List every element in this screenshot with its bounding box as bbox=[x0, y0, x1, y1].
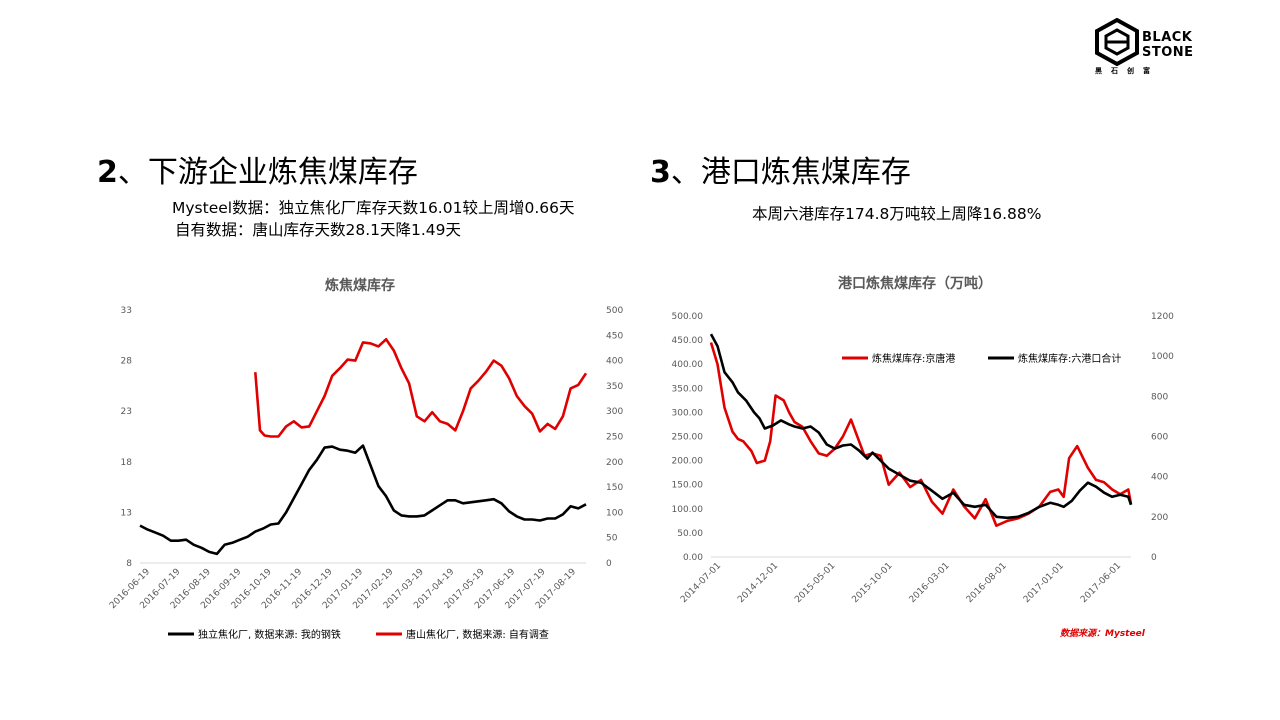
chart1-right-tick-label: 100 bbox=[606, 508, 623, 518]
chart1-left-tick-label: 8 bbox=[126, 559, 132, 569]
chart2-right-tick-label: 1200 bbox=[1151, 312, 1174, 322]
chart2-x-tick-label: 2016-08-01 bbox=[965, 561, 1009, 605]
chart2-left-tick-label: 100.00 bbox=[672, 505, 704, 515]
chart2-x-tick-label: 2016-03-01 bbox=[908, 561, 952, 605]
chart2-x-tick-label: 2015-10-01 bbox=[850, 561, 894, 605]
chart1-left-tick-label: 28 bbox=[121, 357, 133, 367]
chart2-left-tick-label: 150.00 bbox=[672, 481, 704, 491]
chart1-right-tick-label: 250 bbox=[606, 433, 623, 443]
chart1-right-tick-label: 50 bbox=[606, 534, 618, 544]
section3-summary-line1: 本周六港库存174.8万吨较上周降16.88% bbox=[752, 205, 1042, 223]
chart2-left-tick-label: 350.00 bbox=[672, 384, 704, 394]
chart1-title: 炼焦煤库存 bbox=[325, 277, 395, 294]
chart2-legend-label-1: 炼焦煤库存:京唐港 bbox=[872, 352, 955, 365]
chart1-right-tick-label: 0 bbox=[606, 559, 612, 569]
source-note: 数据来源：Mysteel bbox=[1060, 628, 1146, 639]
section2-summary-line2: 自有数据：唐山库存天数28.1天降1.49天 bbox=[175, 221, 462, 239]
chart2-x-tick-label: 2017-01-01 bbox=[1022, 561, 1066, 605]
chart1-left-tick-label: 33 bbox=[121, 306, 132, 316]
section3-number: 3 bbox=[650, 155, 671, 190]
chart2-right-tick-label: 200 bbox=[1151, 513, 1168, 523]
section2-title-text: 、下游企业炼焦煤库存 bbox=[117, 155, 418, 190]
chart2-series-line-1 bbox=[709, 342, 1133, 528]
chart2-right-tick-label: 1000 bbox=[1151, 352, 1174, 362]
chart2-left-tick-label: 400.00 bbox=[672, 360, 704, 370]
chart1-legend-label-1: 独立焦化厂, 数据来源: 我的钢铁 bbox=[198, 628, 341, 641]
section3-title-text: 、港口炼焦煤库存 bbox=[670, 155, 911, 190]
chart2-left-tick-label: 500.00 bbox=[672, 312, 704, 322]
chart2-left-tick-label: 300.00 bbox=[672, 408, 704, 418]
chart1-left-tick-label: 18 bbox=[121, 458, 133, 468]
section2-title: 2、下游企业炼焦煤库存 bbox=[97, 156, 418, 190]
chart1-right-tick-label: 200 bbox=[606, 458, 623, 468]
chart1-left-tick-label: 13 bbox=[121, 508, 132, 518]
chart2-left-tick-label: 0.00 bbox=[683, 553, 703, 563]
chart2-right-tick-label: 800 bbox=[1151, 392, 1168, 402]
section3-title: 3、港口炼焦煤库存 bbox=[650, 156, 911, 190]
hexagon-logo-icon bbox=[1095, 18, 1139, 66]
chart2-x-tick-label: 2015-05-01 bbox=[793, 561, 837, 605]
chart2-x-tick-label: 2017-06-01 bbox=[1079, 561, 1123, 605]
chart2-x-tick-label: 2014-07-01 bbox=[679, 561, 723, 605]
section2-summary-line1: Mysteel数据：独立焦化厂库存天数16.01较上周增0.66天 bbox=[172, 199, 575, 217]
chart1-right-tick-label: 350 bbox=[606, 382, 623, 392]
chart2-left-tick-label: 200.00 bbox=[672, 457, 704, 467]
chart1-right-tick-label: 450 bbox=[606, 331, 623, 341]
chart2-x-tick-label: 2014-12-01 bbox=[736, 561, 780, 605]
chart1-legend-label-2: 唐山焦化厂, 数据来源: 自有调查 bbox=[406, 628, 549, 641]
chart1-left-tick-label: 23 bbox=[121, 407, 132, 417]
chart2-right-tick-label: 400 bbox=[1151, 473, 1168, 483]
logo-name-line2: STONE bbox=[1142, 45, 1194, 60]
blackstone-logo: BLACK STONE 黑石创富 bbox=[1092, 18, 1212, 78]
chart2-legend-label-2: 炼焦煤库存:六港口合计 bbox=[1018, 352, 1121, 365]
chart2-left-tick-label: 50.00 bbox=[677, 529, 703, 539]
chart2-left-tick-label: 450.00 bbox=[672, 336, 704, 346]
section2-number: 2 bbox=[97, 155, 118, 190]
logo-chinese-name: 黑石创富 bbox=[1095, 67, 1159, 75]
chart2-left-tick-label: 250.00 bbox=[672, 433, 704, 443]
chart2-right-tick-label: 0 bbox=[1151, 553, 1157, 563]
chart1-right-tick-label: 300 bbox=[606, 407, 623, 417]
chart1-series-line-1 bbox=[139, 444, 587, 556]
chart1-series-line-2 bbox=[254, 337, 588, 438]
chart2-right-tick-label: 600 bbox=[1151, 433, 1168, 443]
chart2-series-line-2 bbox=[709, 333, 1133, 520]
chart2-title: 港口炼焦煤库存（万吨） bbox=[838, 275, 992, 292]
chart1-right-tick-label: 500 bbox=[606, 306, 623, 316]
chart1-right-tick-label: 150 bbox=[606, 483, 623, 493]
logo-name-line1: BLACK bbox=[1142, 30, 1193, 45]
chart1-right-tick-label: 400 bbox=[606, 357, 623, 367]
